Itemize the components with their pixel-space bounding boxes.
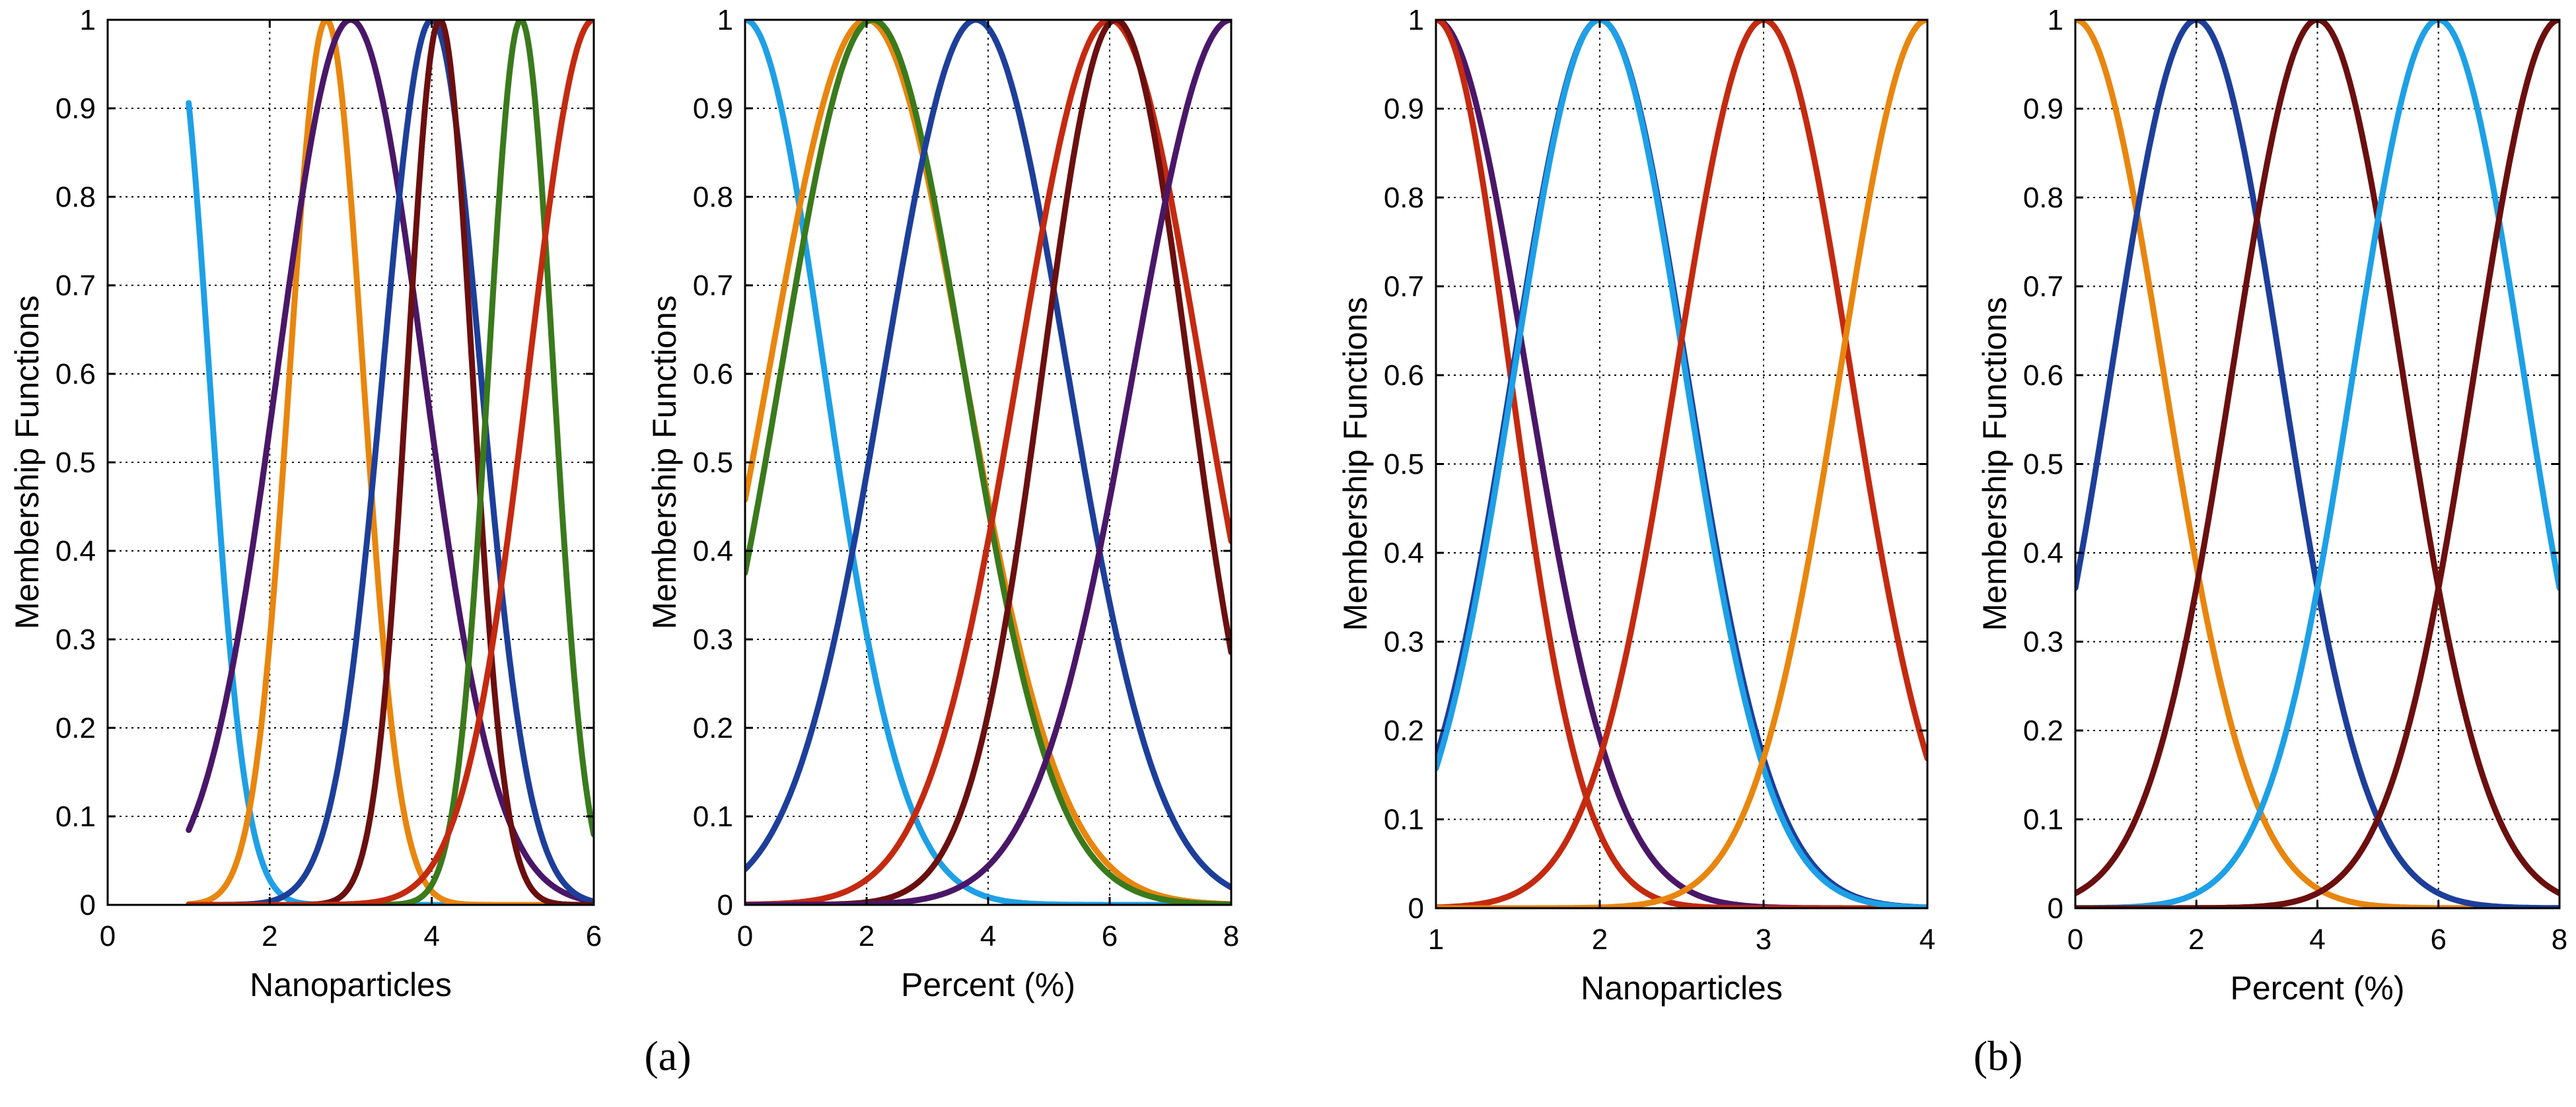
y-tick-label: 0.4 bbox=[693, 535, 733, 567]
y-tick-label: 0.6 bbox=[2023, 359, 2063, 392]
y-tick-label: 0.3 bbox=[55, 624, 96, 656]
x-tick-label: 4 bbox=[1919, 923, 1935, 956]
x-tick-label: 2 bbox=[1592, 923, 1608, 956]
y-tick-label: 0.2 bbox=[693, 712, 733, 744]
y-tick-label: 0 bbox=[2048, 892, 2063, 925]
x-tick-label: 6 bbox=[2431, 923, 2447, 956]
y-tick-label: 1 bbox=[80, 4, 96, 36]
x-tick-label: 4 bbox=[423, 920, 439, 952]
y-tick-label: 0.7 bbox=[55, 269, 96, 302]
chart-3: 0 0.1 0.2 0.3 0.4 0.5 0.6 0.7 0.8 0.9 1 1 2 3 4 Nanopar… bbox=[1337, 4, 1935, 1007]
panel-label-b: (b) bbox=[1974, 1032, 2023, 1079]
series-line-orange-2 bbox=[186, 20, 594, 905]
x-tick-label: 0 bbox=[100, 920, 116, 952]
x-tick-label: 0 bbox=[2067, 923, 2083, 956]
y-tick-label: 0.7 bbox=[1384, 271, 1424, 303]
y-tick-label: 0.5 bbox=[55, 446, 96, 479]
y-tick-label: 0.1 bbox=[693, 801, 733, 833]
y-tick-label: 0.2 bbox=[2023, 715, 2063, 747]
x-tick-label: 3 bbox=[1756, 923, 1771, 956]
y-tick-label: 0.9 bbox=[55, 92, 96, 125]
y-axis-label: Membership Functions bbox=[646, 295, 683, 629]
chart-2: 0 0.1 0.2 0.3 0.4 0.5 0.6 0.7 0.8 0.9 1 0 2 4 6 8 Percen… bbox=[646, 4, 1239, 1003]
y-tick-label: 0.5 bbox=[2023, 448, 2063, 481]
y-tick-label: 0.1 bbox=[2023, 804, 2063, 836]
y-tick-label: 0.9 bbox=[693, 92, 733, 125]
series-line-red-7 bbox=[186, 20, 594, 905]
y-tick-label: 0 bbox=[80, 889, 96, 921]
y-tick-label: 0.6 bbox=[1384, 359, 1424, 392]
series-group bbox=[1436, 20, 1927, 908]
series-line-maroon-3 bbox=[2075, 20, 2559, 896]
y-tick-label: 0.3 bbox=[1384, 626, 1424, 659]
y-tick-label: 0.7 bbox=[2023, 271, 2063, 303]
y-tick-label: 0 bbox=[1408, 892, 1424, 925]
y-tick-label: 0.9 bbox=[2023, 93, 2063, 125]
panel-label-a: (a) bbox=[644, 1032, 691, 1079]
y-tick-label: 0.6 bbox=[55, 358, 96, 390]
y-tick-label: 1 bbox=[717, 4, 733, 36]
y-tick-label: 0.4 bbox=[55, 535, 96, 567]
y-tick-label: 0.7 bbox=[693, 269, 733, 302]
y-tick-label: 0.4 bbox=[1384, 537, 1424, 569]
series-group bbox=[2075, 20, 2559, 908]
y-axis-label: Membership Functions bbox=[1976, 297, 2013, 631]
y-tick-label: 0.1 bbox=[1384, 804, 1424, 836]
x-tick-label: 0 bbox=[737, 920, 753, 952]
series-line-purple-3 bbox=[186, 20, 594, 905]
y-tick-label: 0.5 bbox=[693, 446, 733, 479]
series-line-green-3 bbox=[745, 20, 1231, 905]
x-tick-label: 8 bbox=[2552, 923, 2567, 956]
series-line-maroon-6 bbox=[2075, 20, 2559, 908]
series-line-orange-1 bbox=[2075, 20, 2559, 908]
x-tick-label: 4 bbox=[980, 920, 996, 952]
x-axis-label: Nanoparticles bbox=[1581, 970, 1783, 1007]
x-axis-label: Percent (%) bbox=[901, 966, 1075, 1003]
y-tick-label: 0.3 bbox=[2023, 626, 2063, 659]
y-axis-label: Membership Functions bbox=[9, 295, 46, 629]
y-tick-label: 0.4 bbox=[2023, 537, 2063, 569]
y-tick-label: 0.2 bbox=[1384, 715, 1424, 747]
plots-container: 00.10.20.30.40.50.60.70.80.910 2 4 6Nanopar… bbox=[9, 4, 2567, 1007]
y-tick-label: 0.8 bbox=[55, 181, 96, 213]
series-line-red-2 bbox=[1436, 20, 1927, 908]
y-tick-label: 0.3 bbox=[693, 624, 733, 656]
y-tick-label: 0.6 bbox=[693, 358, 733, 390]
y-tick-label: 0.8 bbox=[1384, 182, 1424, 214]
y-tick-label: 1 bbox=[1408, 4, 1424, 36]
series-line-light-blue-1 bbox=[186, 100, 594, 905]
y-tick-label: 0.1 bbox=[55, 801, 96, 833]
y-tick-label: 0 bbox=[717, 889, 733, 921]
y-tick-label: 0.8 bbox=[2023, 182, 2063, 214]
x-tick-label: 6 bbox=[586, 920, 602, 952]
x-axis-label: Percent (%) bbox=[2231, 970, 2405, 1007]
y-tick-label: 1 bbox=[2048, 4, 2063, 36]
y-tick-label: 0.5 bbox=[1384, 448, 1424, 481]
series-line-light-blue-4 bbox=[2075, 20, 2559, 908]
x-tick-label: 2 bbox=[859, 920, 875, 952]
y-tick-label: 0.8 bbox=[693, 181, 733, 213]
x-axis-label: Nanoparticles bbox=[250, 966, 452, 1003]
y-tick-label: 0.9 bbox=[1384, 93, 1424, 125]
x-tick-label: 1 bbox=[1428, 923, 1444, 956]
x-tick-label: 4 bbox=[2309, 923, 2325, 956]
chart-4: 0 0.1 0.2 0.3 0.4 0.5 0.6 0.7 0.8 0.9 1 0 2 4 6 8 Percen… bbox=[1976, 4, 2567, 1007]
chart-1: 0 0.1 0.2 0.3 0.4 0.5 0.6 0.7 0.8 0.9 1 0 2 4 6 Nanopar… bbox=[9, 4, 602, 1003]
x-tick-label: 8 bbox=[1223, 920, 1239, 952]
series-line-maroon-5 bbox=[186, 20, 594, 905]
x-tick-label: 6 bbox=[1102, 920, 1118, 952]
y-axis-label: Membership Functions bbox=[1337, 297, 1374, 631]
series-line-orange-6 bbox=[1436, 20, 1927, 908]
x-tick-label: 2 bbox=[2188, 923, 2204, 956]
x-tick-label: 2 bbox=[262, 920, 277, 952]
y-tick-label: 0.2 bbox=[55, 712, 96, 744]
